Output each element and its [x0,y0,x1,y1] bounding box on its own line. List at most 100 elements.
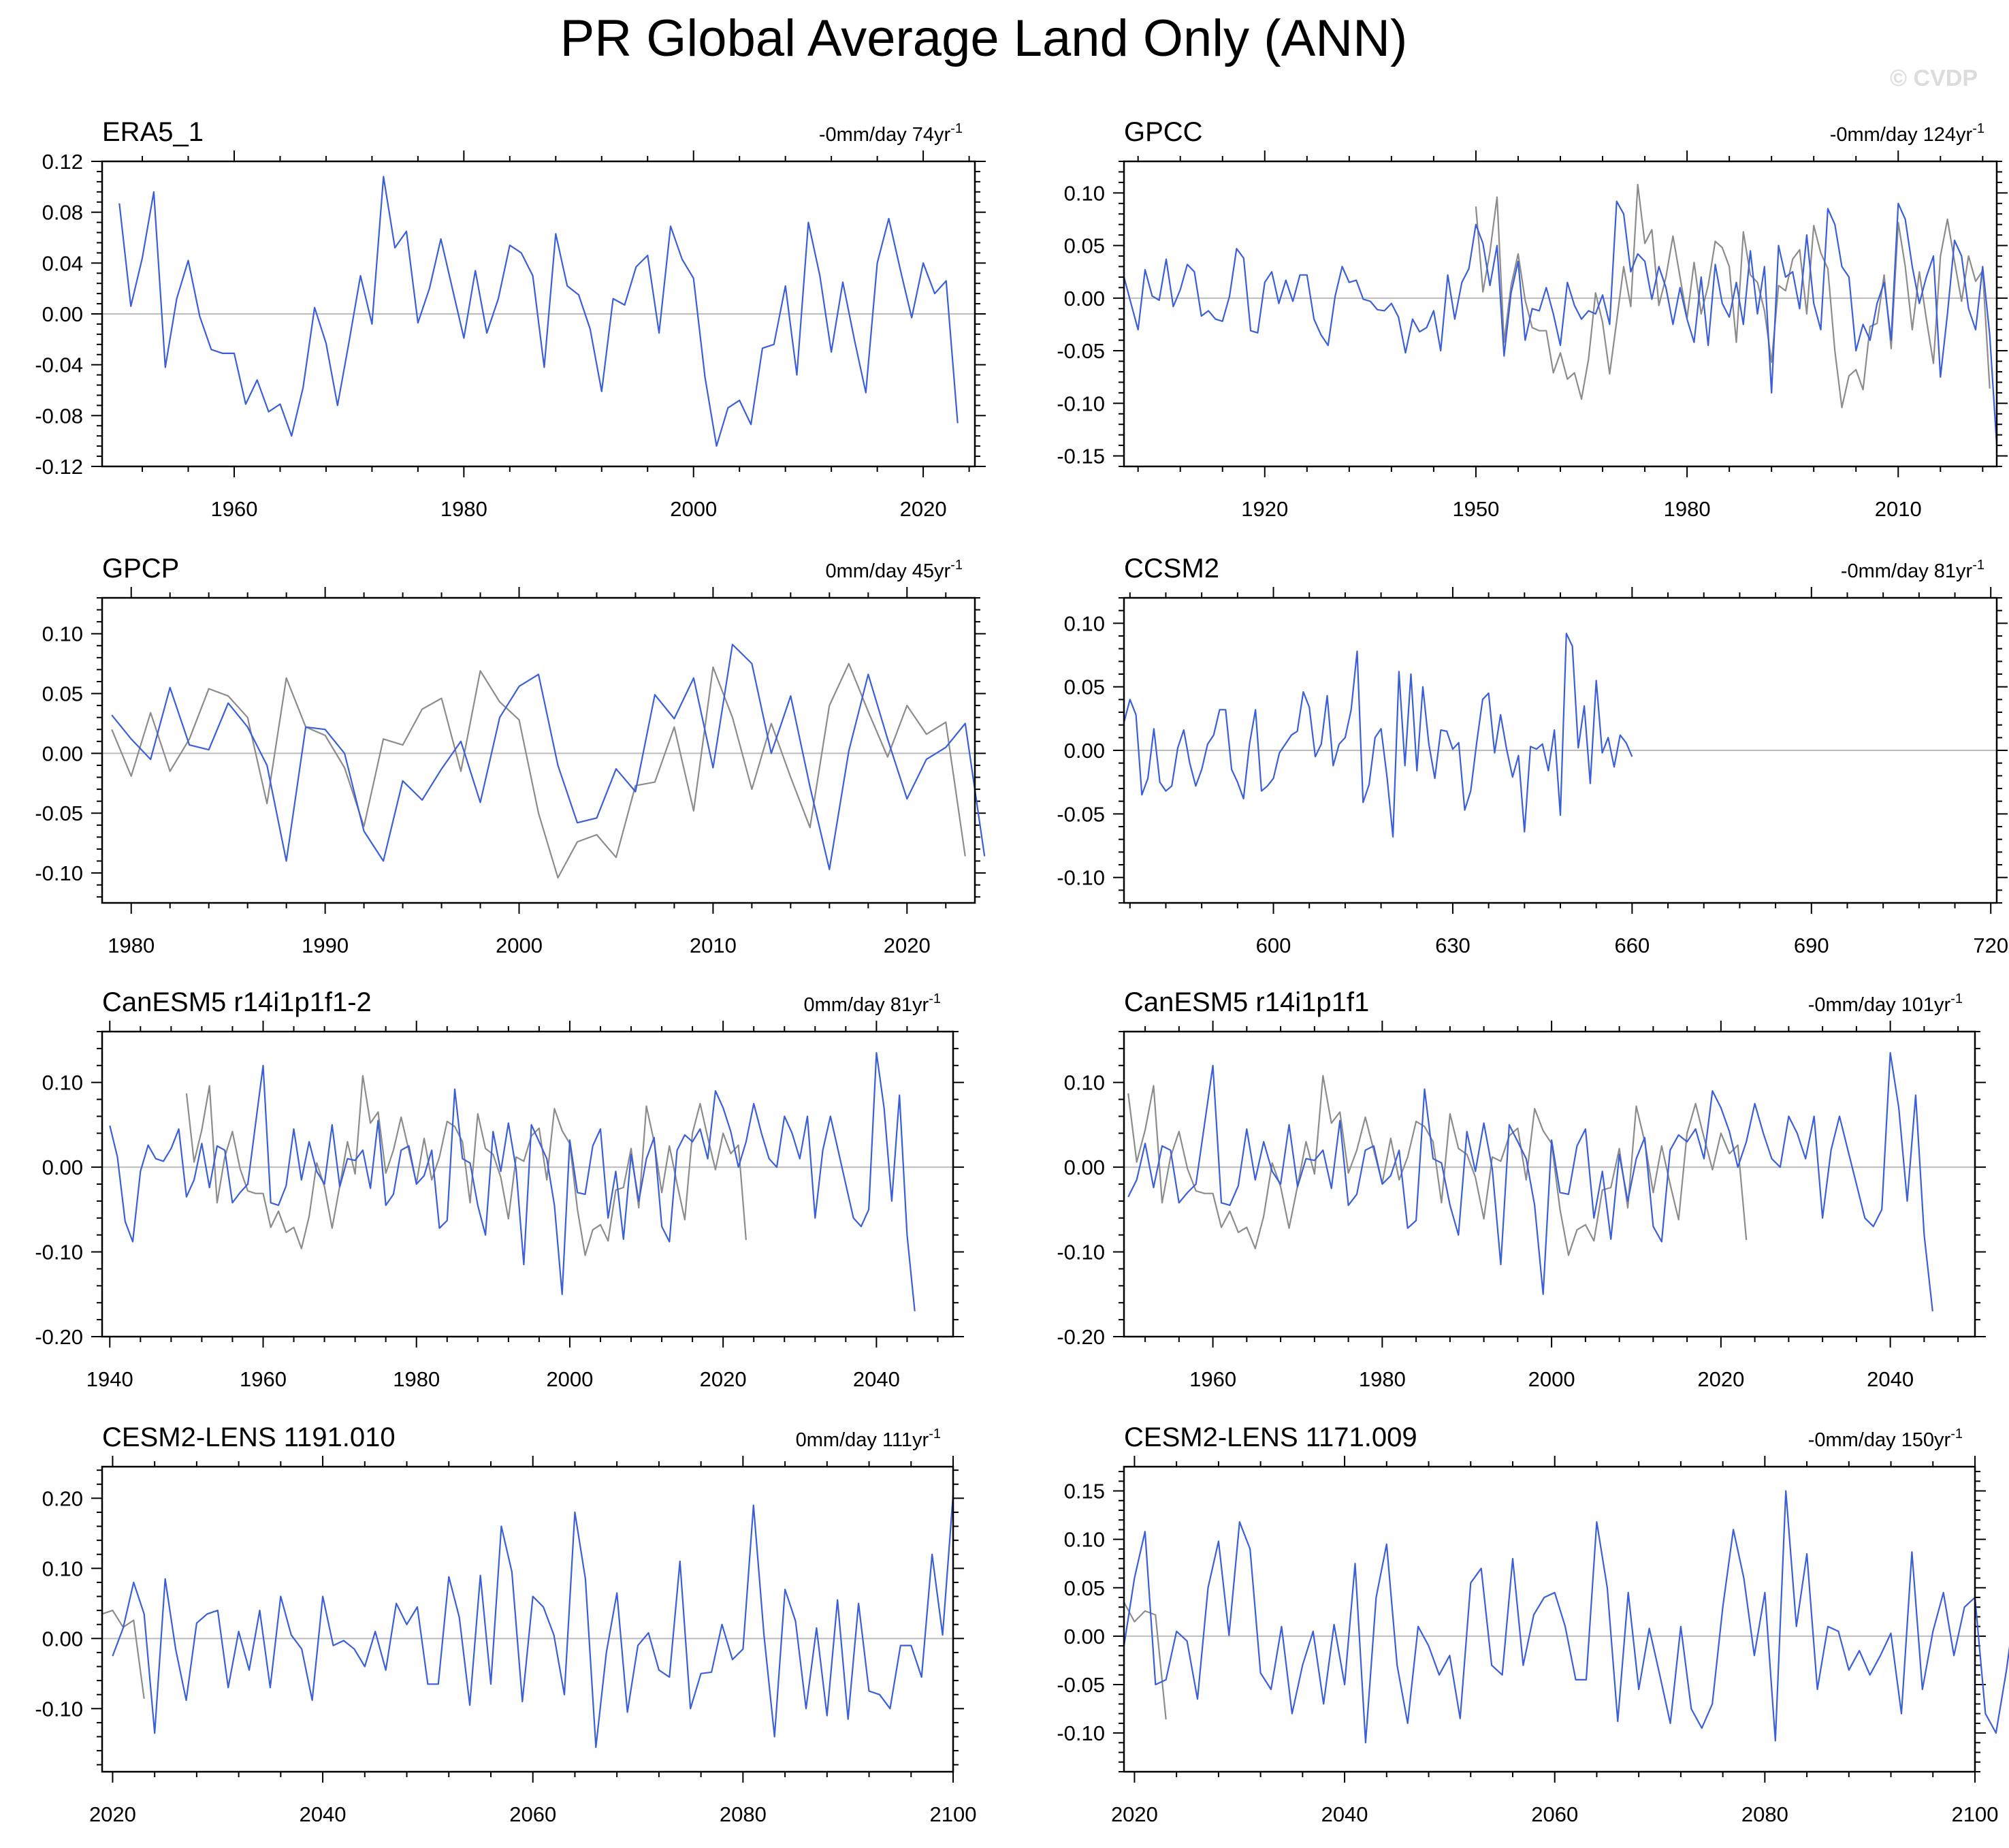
x-tick-label: 630 [1435,934,1470,957]
y-tick-label: 0.20 [42,1486,83,1510]
panel-title: CESM2-LENS 1171.009 [1124,1422,1417,1452]
x-tick-label: 2000 [496,934,543,957]
watermark-text: © CVDP [1890,65,1978,91]
x-tick-label: 2020 [89,1802,136,1826]
plot-frame [101,160,976,468]
y-tick-label: 0.12 [42,150,83,174]
x-tick-label: 2060 [509,1802,556,1826]
y-tick-label: -0.05 [35,801,83,825]
x-tick-label: 2020 [884,934,931,957]
series-line-model [1123,633,1633,838]
y-tick-label: 0.00 [1064,287,1105,310]
x-tick-label: 1950 [1452,497,1499,521]
y-tick-label: 0.10 [1064,1071,1105,1095]
x-tick-label: 720 [1973,934,2008,957]
x-tick-label: 2040 [853,1367,900,1391]
x-tick-label: 2020 [700,1367,747,1391]
panel-title: CanESM5 r14i1p1f1-2 [102,987,372,1017]
series-line-reference [1123,1602,1167,1720]
y-tick-label: -0.10 [35,1241,83,1264]
x-tick-label: 2020 [1697,1367,1744,1391]
panel-title: ERA5_1 [102,117,204,147]
x-tick-label: 2080 [1741,1802,1788,1826]
panel-title: CCSM2 [1124,554,1219,584]
series-line-model [1123,200,1998,446]
x-tick-label: 2100 [930,1802,977,1826]
y-tick-label: 0.00 [42,1156,83,1179]
panel-annotation: 0mm/day 111yr-1 [796,1427,941,1451]
y-tick-label: 0.00 [1064,739,1105,763]
x-tick-label: 2020 [1111,1802,1158,1826]
y-tick-label: -0.10 [1057,392,1105,415]
y-tick-label: -0.04 [35,353,83,377]
x-tick-label: 660 [1615,934,1650,957]
panel-4: CCSM2 -0mm/day 81yr-1 -0.10 -0.05 0.00 0.05 0.… [1057,554,2008,957]
y-tick-label: -0.10 [1057,1721,1105,1745]
plot-frame [101,596,976,904]
y-tick-label: 0.10 [42,622,83,646]
y-tick-label: 0.00 [42,742,83,765]
plot-frame [101,1030,954,1338]
x-tick-label: 2020 [900,497,947,521]
panel-title: CanESM5 r14i1p1f1 [1124,987,1369,1017]
series-line-reference [185,1074,747,1256]
y-tick-label: -0.15 [1057,445,1105,468]
x-tick-label: 1980 [108,934,155,957]
panel-annotation: -0mm/day 74yr-1 [819,121,963,146]
y-tick-label: -0.10 [35,1697,83,1721]
panel-annotation: -0mm/day 150yr-1 [1808,1427,1963,1451]
panel-annotation: -0mm/day 101yr-1 [1808,991,1963,1016]
y-tick-label: -0.12 [35,455,83,479]
series-line-model [1123,1490,2009,1744]
panel-annotation: 0mm/day 81yr-1 [803,991,941,1016]
panel-3: GPCP 0mm/day 45yr-1 -0.10 -0.05 0.00 0.05 0.10… [35,554,986,957]
y-tick-label: 0.00 [42,302,83,326]
x-tick-label: 600 [1256,934,1291,957]
series-line-model [118,176,959,447]
x-tick-label: 1980 [1664,497,1711,521]
y-tick-label: 0.08 [42,201,83,225]
series-line-reference [1127,1074,1748,1256]
x-tick-label: 2040 [300,1802,347,1826]
x-tick-label: 2080 [720,1802,767,1826]
panel-title: GPCC [1124,117,1203,147]
x-tick-label: 2000 [1528,1367,1575,1391]
x-tick-label: 2000 [546,1367,593,1391]
y-tick-label: -0.05 [1057,339,1105,363]
y-tick-label: -0.20 [1057,1325,1105,1349]
panel-annotation: 0mm/day 45yr-1 [825,558,963,582]
x-tick-label: 2010 [690,934,737,957]
y-tick-label: 0.05 [1064,234,1105,258]
series-line-model [1127,1051,1933,1311]
panel-7: CESM2-LENS 1191.010 0mm/day 111yr-1 -0.10 0… [35,1422,976,1826]
x-tick-label: 2010 [1875,497,1922,521]
series-line-reference [111,663,966,879]
panels-group: ERA5_1 -0mm/day 74yr-1 -0.12 -0.08 -0.04 0.00… [35,117,2009,1826]
y-tick-label: 0.10 [1064,611,1105,635]
x-tick-label: 1980 [393,1367,440,1391]
x-tick-label: 2040 [1867,1367,1914,1391]
plot-frame [1123,1465,1976,1773]
panel-title: CESM2-LENS 1191.010 [102,1422,396,1452]
y-tick-label: 0.10 [1064,1528,1105,1552]
y-tick-label: 0.05 [1064,675,1105,699]
series-line-model [109,1051,916,1311]
plot-frame [101,1465,954,1773]
x-tick-label: 1960 [1189,1367,1236,1391]
y-tick-label: -0.10 [35,861,83,885]
y-tick-label: -0.10 [1057,1241,1105,1264]
x-tick-label: 2000 [670,497,717,521]
y-tick-label: -0.05 [1057,1673,1105,1697]
y-tick-label: -0.08 [35,404,83,428]
panel-2: GPCC -0mm/day 124yr-1 -0.15 -0.10 -0.05 0.00 0… [1057,117,2008,521]
x-tick-label: 1990 [302,934,349,957]
x-tick-label: 2060 [1531,1802,1578,1826]
y-tick-label: 0.10 [42,1557,83,1580]
series-line-model [112,1495,954,1749]
y-tick-label: -0.20 [35,1325,83,1349]
x-tick-label: 1980 [1359,1367,1406,1391]
y-tick-label: -0.10 [1057,866,1105,890]
x-tick-label: 2100 [1952,1802,1999,1826]
x-tick-label: 1920 [1241,497,1288,521]
panel-title: GPCP [102,554,179,584]
